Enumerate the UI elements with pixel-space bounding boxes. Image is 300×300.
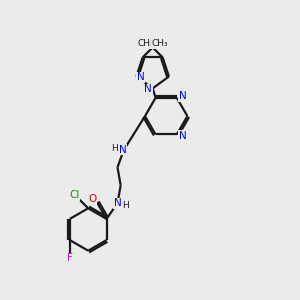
Text: H: H bbox=[111, 144, 118, 153]
Text: N: N bbox=[137, 72, 145, 82]
Text: F: F bbox=[67, 254, 73, 263]
Text: CH₃: CH₃ bbox=[138, 40, 154, 49]
Text: Cl: Cl bbox=[69, 190, 80, 200]
Text: CH₃: CH₃ bbox=[152, 40, 168, 49]
Text: N: N bbox=[119, 145, 127, 154]
Text: O: O bbox=[88, 194, 96, 205]
Text: N: N bbox=[179, 91, 187, 101]
Text: N: N bbox=[144, 84, 152, 94]
Text: H: H bbox=[122, 201, 129, 210]
Text: N: N bbox=[179, 131, 187, 141]
Text: N: N bbox=[114, 198, 122, 208]
